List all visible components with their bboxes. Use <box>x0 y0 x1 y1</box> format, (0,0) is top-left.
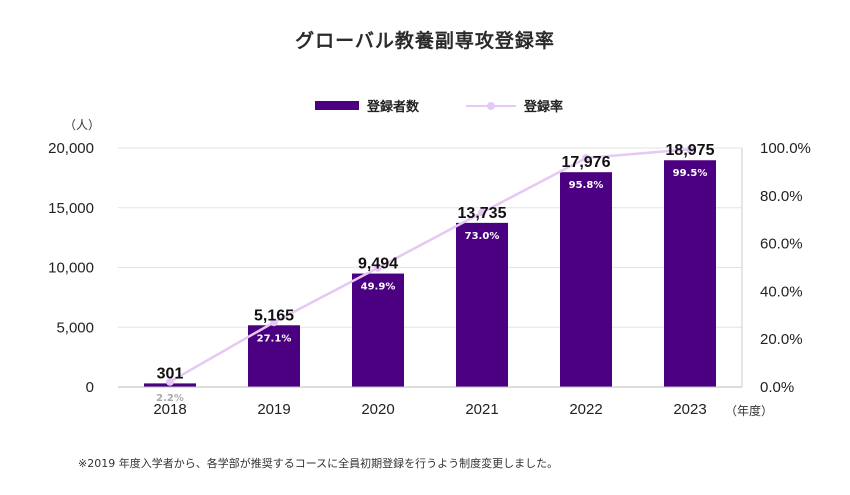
legend-item-line: 登録率 <box>466 96 563 115</box>
rate-point <box>478 208 486 217</box>
y-left-tick-label: 20,000 <box>48 140 94 157</box>
left-axis-unit: （人） <box>64 118 101 132</box>
rate-point <box>374 263 382 272</box>
bar <box>456 222 508 387</box>
bar <box>560 172 612 387</box>
y-left-tick-label: 15,000 <box>48 200 94 217</box>
rate-point <box>270 318 278 327</box>
y-right-tick-label: 100.0% <box>760 140 811 157</box>
legend-bar-swatch <box>315 101 359 110</box>
y-right-tick-label: 40.0% <box>760 283 803 300</box>
footnote: ※2019 年度入学者から、各学部が推奨するコースに全員初期登録を行うよう制度変… <box>78 457 559 470</box>
rate-value-label: 49.9% <box>361 282 396 293</box>
x-tick-label: 2019 <box>257 401 290 418</box>
bar-value-label: 9,494 <box>358 256 398 273</box>
x-tick-label: 2022 <box>569 401 602 418</box>
rate-line <box>169 147 691 383</box>
rate-point <box>686 145 694 154</box>
legend: 登録者数 登録率 <box>0 96 850 116</box>
y-left-tick-label: 10,000 <box>48 260 94 277</box>
rate-value-label: 2.2% <box>156 393 184 404</box>
y-right-tick-label: 80.0% <box>760 188 803 205</box>
legend-line-label: 登録率 <box>524 100 564 115</box>
y-right-tick-label: 20.0% <box>760 331 803 348</box>
y-right-tick-label: 0.0% <box>760 379 794 396</box>
bar-value-label: 13,735 <box>458 205 507 222</box>
y-left-tick-label: 5,000 <box>56 319 94 336</box>
y-right-tick-label: 60.0% <box>760 236 803 253</box>
bar-value-label: 18,975 <box>666 142 715 159</box>
legend-line-swatch <box>466 101 516 111</box>
x-axis-unit: （年度） <box>725 404 774 418</box>
rate-point <box>166 377 174 386</box>
bar <box>352 273 404 387</box>
x-tick-label: 2018 <box>153 401 186 418</box>
bar-value-label: 301 <box>157 365 184 382</box>
bar <box>248 325 300 387</box>
rate-value-label: 73.0% <box>465 231 500 242</box>
x-tick-label: 2021 <box>465 401 498 418</box>
bar <box>664 160 716 387</box>
chart-title: グローバル教養副専攻登録率 <box>295 30 555 52</box>
y-left-tick-label: 0 <box>86 379 94 396</box>
rate-value-label: 27.1% <box>257 333 292 344</box>
legend-bar-label: 登録者数 <box>367 100 420 115</box>
bar-value-label: 17,976 <box>562 154 611 171</box>
legend-item-bar: 登録者数 <box>315 96 419 115</box>
x-tick-label: 2020 <box>361 401 394 418</box>
rate-value-label: 99.5% <box>673 168 708 179</box>
rate-value-label: 95.8% <box>569 180 604 191</box>
x-tick-label: 2023 <box>673 401 706 418</box>
rate-point <box>582 154 590 163</box>
bar-value-label: 5,165 <box>254 307 294 324</box>
